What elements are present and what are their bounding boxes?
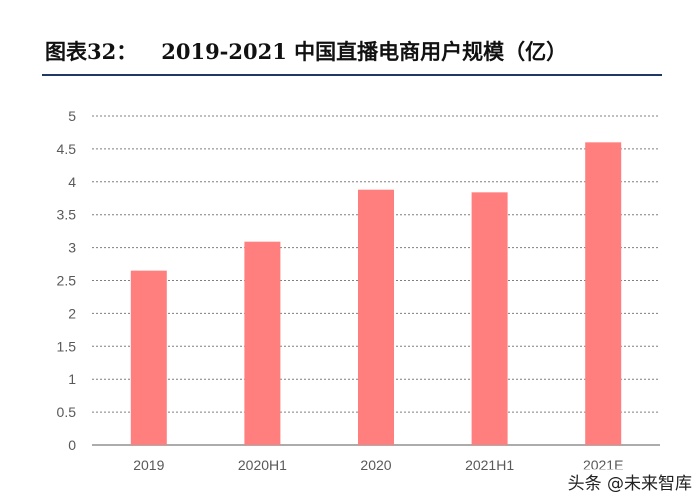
y-tick-label: 2.5 [57, 273, 77, 289]
y-tick-label: 1 [68, 371, 76, 387]
y-tick-label: 0 [68, 437, 76, 453]
bar-2021H1 [471, 192, 508, 445]
y-tick-label: 2 [68, 305, 76, 321]
y-tick-label: 5 [68, 108, 76, 124]
figure-label: 图表32： [45, 39, 138, 64]
bar-layer [130, 142, 622, 445]
bar-2019 [130, 270, 167, 445]
y-tick-label: 4.5 [57, 141, 77, 157]
x-tick-label: 2021H1 [465, 457, 514, 473]
x-tick-labels: 2019 2020H1 2020 2021H1 2021E [133, 457, 623, 473]
x-tick-label: 2019 [133, 457, 164, 473]
y-tick-label: 0.5 [57, 404, 77, 420]
chart-title-heading: 图表32： 2019-2021 中国直播电商用户规模（亿） [45, 36, 567, 66]
chart-title: 2019-2021 中国直播电商用户规模（亿） [161, 39, 568, 64]
bar-2021E [585, 142, 622, 445]
title-rule [42, 74, 662, 76]
y-tick-label: 3.5 [57, 207, 77, 223]
bar-2020H1 [244, 241, 281, 445]
bar-2020 [358, 189, 394, 445]
x-tick-label: 2020H1 [238, 457, 287, 473]
y-tick-labels: 0 0.5 1 1.5 2 2.5 3 3.5 4 4.5 5 [57, 108, 77, 453]
y-tick-label: 1.5 [57, 338, 77, 354]
y-tick-label: 4 [68, 174, 76, 190]
x-tick-label: 2020 [360, 457, 391, 473]
watermark: 头条 @未来智库 [565, 469, 694, 494]
y-tick-label: 3 [68, 240, 76, 256]
